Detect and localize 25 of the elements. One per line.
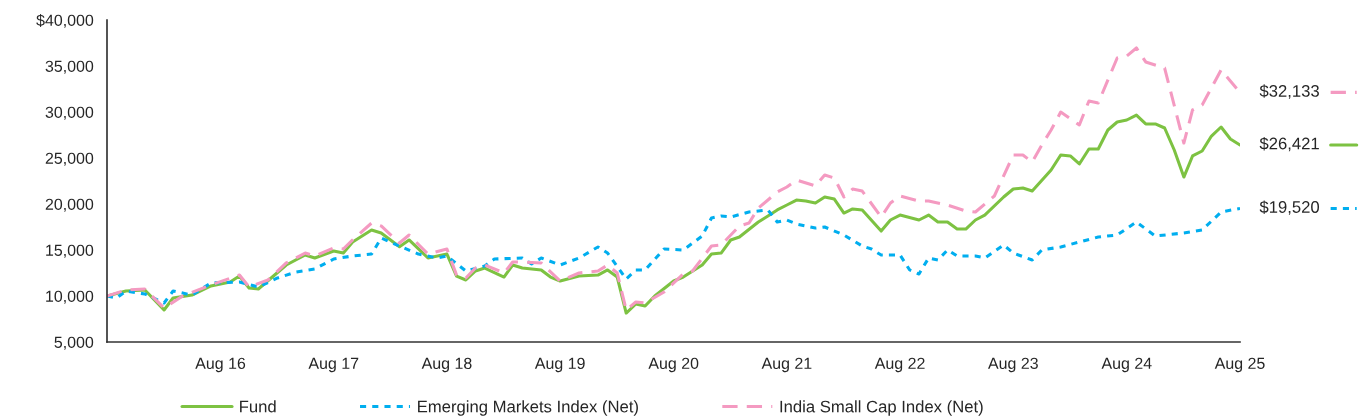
data-label: $32,133 xyxy=(1259,84,1319,99)
x-tick-label: Aug 23 xyxy=(988,357,1038,373)
x-tick-label: Aug 18 xyxy=(421,357,472,373)
x-tick-label: Aug 19 xyxy=(534,357,585,373)
x-tick-label: Aug 17 xyxy=(308,357,359,373)
legend-label: Fund xyxy=(240,400,276,413)
y-tick-label: 25,000 xyxy=(45,152,94,166)
y-tick-label: 30,000 xyxy=(45,106,94,120)
y-tick-label: 15,000 xyxy=(46,244,94,258)
x-tick-label: Aug 22 xyxy=(874,357,925,373)
x-tick-label: Aug 24 xyxy=(1101,357,1152,373)
y-tick-label: 10,000 xyxy=(46,290,94,304)
line-series xyxy=(107,206,1240,305)
x-tick-label: Aug 21 xyxy=(761,357,812,373)
x-tick-label: Aug 20 xyxy=(648,357,699,373)
legend-label: Emerging Markets Index (Net) xyxy=(418,400,638,416)
data-label: $26,421 xyxy=(1259,136,1319,152)
y-tick-label: 5,000 xyxy=(54,336,94,350)
x-tick-label: Aug 25 xyxy=(1214,357,1265,373)
legend-label: India Small Cap Index (Net) xyxy=(780,400,983,416)
data-label: $19,520 xyxy=(1259,200,1320,215)
y-tick-label: 35,000 xyxy=(45,60,94,74)
x-tick-label: Aug 16 xyxy=(195,357,246,373)
y-tick-label: $40,000 xyxy=(36,13,94,28)
y-tick-label: 20,000 xyxy=(45,198,94,212)
